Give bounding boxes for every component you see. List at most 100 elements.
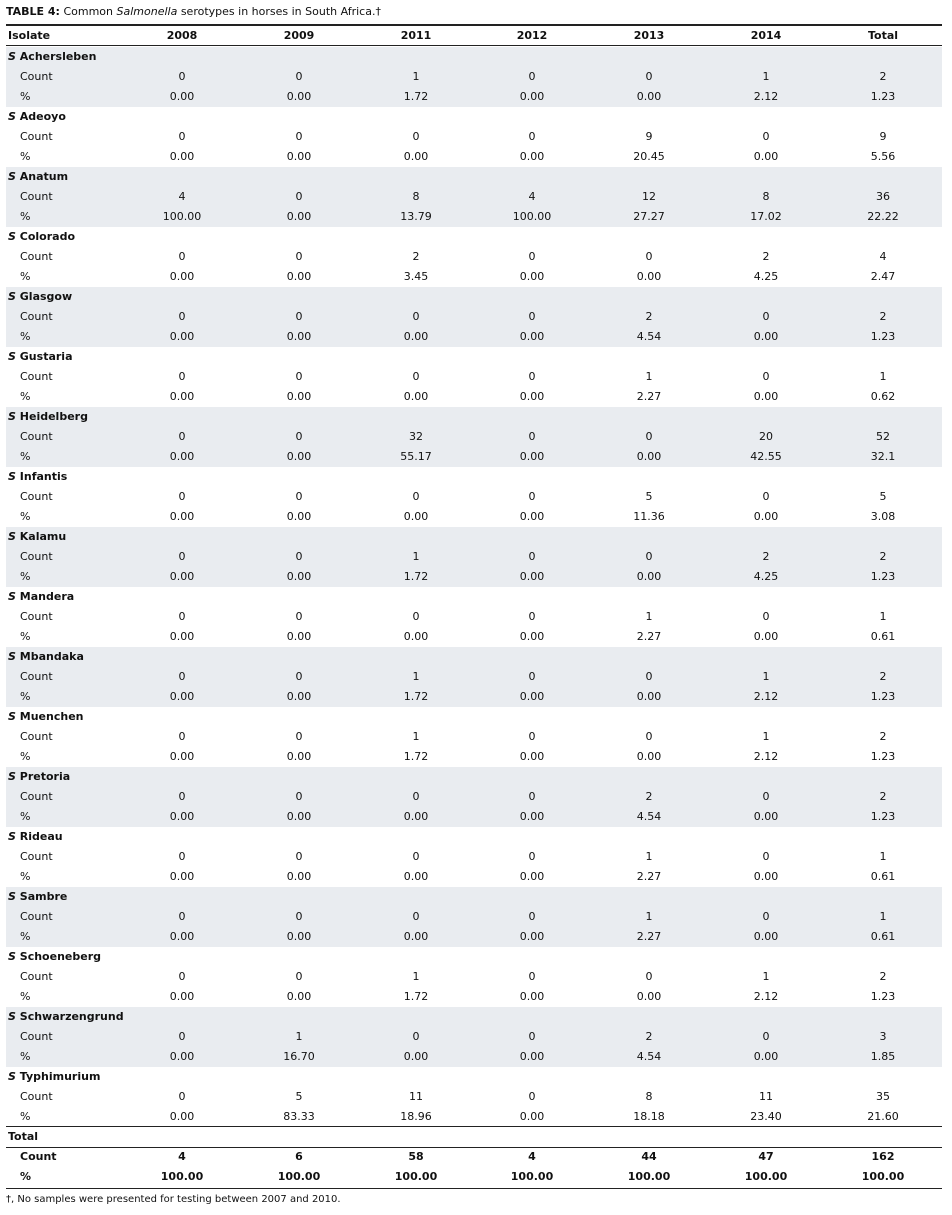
cell: 0 [645, 970, 653, 983]
cell: 1 [412, 670, 420, 683]
cell: 1 [295, 1030, 303, 1043]
row-label: % [20, 1110, 31, 1123]
row-band [6, 1007, 942, 1067]
cell: 2 [762, 550, 770, 563]
cell: 0 [645, 70, 653, 83]
cell: 1 [645, 370, 653, 383]
cell: 0.00 [403, 390, 429, 403]
cell: 17.02 [750, 210, 782, 223]
group-label: Total [8, 1130, 38, 1144]
cell: 36 [876, 190, 890, 203]
row-label: % [20, 90, 31, 103]
cell: 1.72 [403, 690, 429, 703]
cell: 11 [759, 1090, 773, 1103]
cell: 42.55 [750, 450, 782, 463]
serotype-prefix: S [8, 50, 16, 63]
cell: 0 [762, 850, 770, 863]
cell: 16.70 [283, 1050, 315, 1063]
row-band [6, 47, 942, 107]
cell: 20 [759, 430, 773, 443]
cell: 6 [295, 1150, 303, 1163]
group-label: S Colorado [8, 230, 75, 244]
cell: 32.1 [870, 450, 896, 463]
cell: 0.00 [753, 330, 779, 343]
cell: 2.27 [636, 870, 662, 883]
cell: 0.61 [870, 870, 896, 883]
row-label: % [20, 750, 31, 763]
cell: 4 [178, 190, 186, 203]
row-label: % [20, 270, 31, 283]
row-label: % [20, 810, 31, 823]
cell: 0.00 [169, 510, 195, 523]
cell: 21.60 [867, 1110, 899, 1123]
cell: 5 [295, 1090, 303, 1103]
cell: 0.00 [753, 930, 779, 943]
cell: 0.00 [286, 90, 312, 103]
row-label: Count [20, 850, 53, 863]
rule [6, 1126, 942, 1127]
row-label: Count [20, 70, 53, 83]
cell: 0 [528, 970, 536, 983]
group-name: Kalamu [19, 530, 67, 543]
cell: 18.18 [633, 1110, 665, 1123]
cell: 0 [295, 130, 303, 143]
cell: 0.00 [286, 330, 312, 343]
cell: 52 [876, 430, 890, 443]
group-name: Total [8, 1130, 39, 1143]
cell: 0 [762, 610, 770, 623]
cell: 2 [879, 970, 887, 983]
cell: 0.00 [169, 330, 195, 343]
column-header: 2008 [166, 29, 198, 42]
cell: 0 [528, 430, 536, 443]
cell: 0.00 [519, 630, 545, 643]
cell: 2 [645, 790, 653, 803]
cell: 5 [645, 490, 653, 503]
cell: 0 [178, 250, 186, 263]
group-label: S Schwarzengrund [8, 1010, 124, 1024]
cell: 0.00 [403, 810, 429, 823]
cell: 0.00 [286, 630, 312, 643]
cell: 1.23 [870, 570, 896, 583]
cell: 0.00 [286, 870, 312, 883]
cell: 1 [645, 910, 653, 923]
cell: 0.00 [286, 570, 312, 583]
cell: 0.00 [286, 690, 312, 703]
cell: 0 [412, 910, 420, 923]
row-band [6, 287, 942, 347]
cell: 0.00 [753, 630, 779, 643]
cell: 0 [295, 190, 303, 203]
cell: 0 [528, 130, 536, 143]
cell: 0.00 [519, 330, 545, 343]
cell: 4 [528, 190, 536, 203]
cell: 0 [295, 550, 303, 563]
row-band [6, 407, 942, 467]
cell: 1 [879, 910, 887, 923]
row-label: % [20, 150, 31, 163]
table-title: TABLE 4: Common Salmonella serotypes in … [6, 5, 381, 19]
cell: 0 [528, 70, 536, 83]
group-name: Mandera [19, 590, 75, 603]
cell: 2 [879, 670, 887, 683]
cell: 5.56 [870, 150, 896, 163]
cell: 18.96 [400, 1110, 432, 1123]
cell: 0.62 [870, 390, 896, 403]
group-name: Pretoria [19, 770, 71, 783]
cell: 4 [879, 250, 887, 263]
serotype-prefix: S [8, 470, 16, 483]
cell: 1.72 [403, 990, 429, 1003]
row-label: Count [20, 730, 53, 743]
serotype-prefix: S [8, 290, 16, 303]
cell: 1 [762, 730, 770, 743]
cell: 0 [295, 850, 303, 863]
column-header: 2014 [750, 29, 782, 42]
cell: 0 [412, 850, 420, 863]
row-label: Count [20, 1090, 53, 1103]
cell: 0.00 [169, 810, 195, 823]
group-label: S Schoeneberg [8, 950, 101, 964]
cell: 0 [412, 310, 420, 323]
serotype-prefix: S [8, 170, 16, 183]
cell: 2.27 [636, 390, 662, 403]
column-header: Isolate [8, 29, 51, 42]
cell: 0 [528, 1030, 536, 1043]
cell: 1 [762, 70, 770, 83]
